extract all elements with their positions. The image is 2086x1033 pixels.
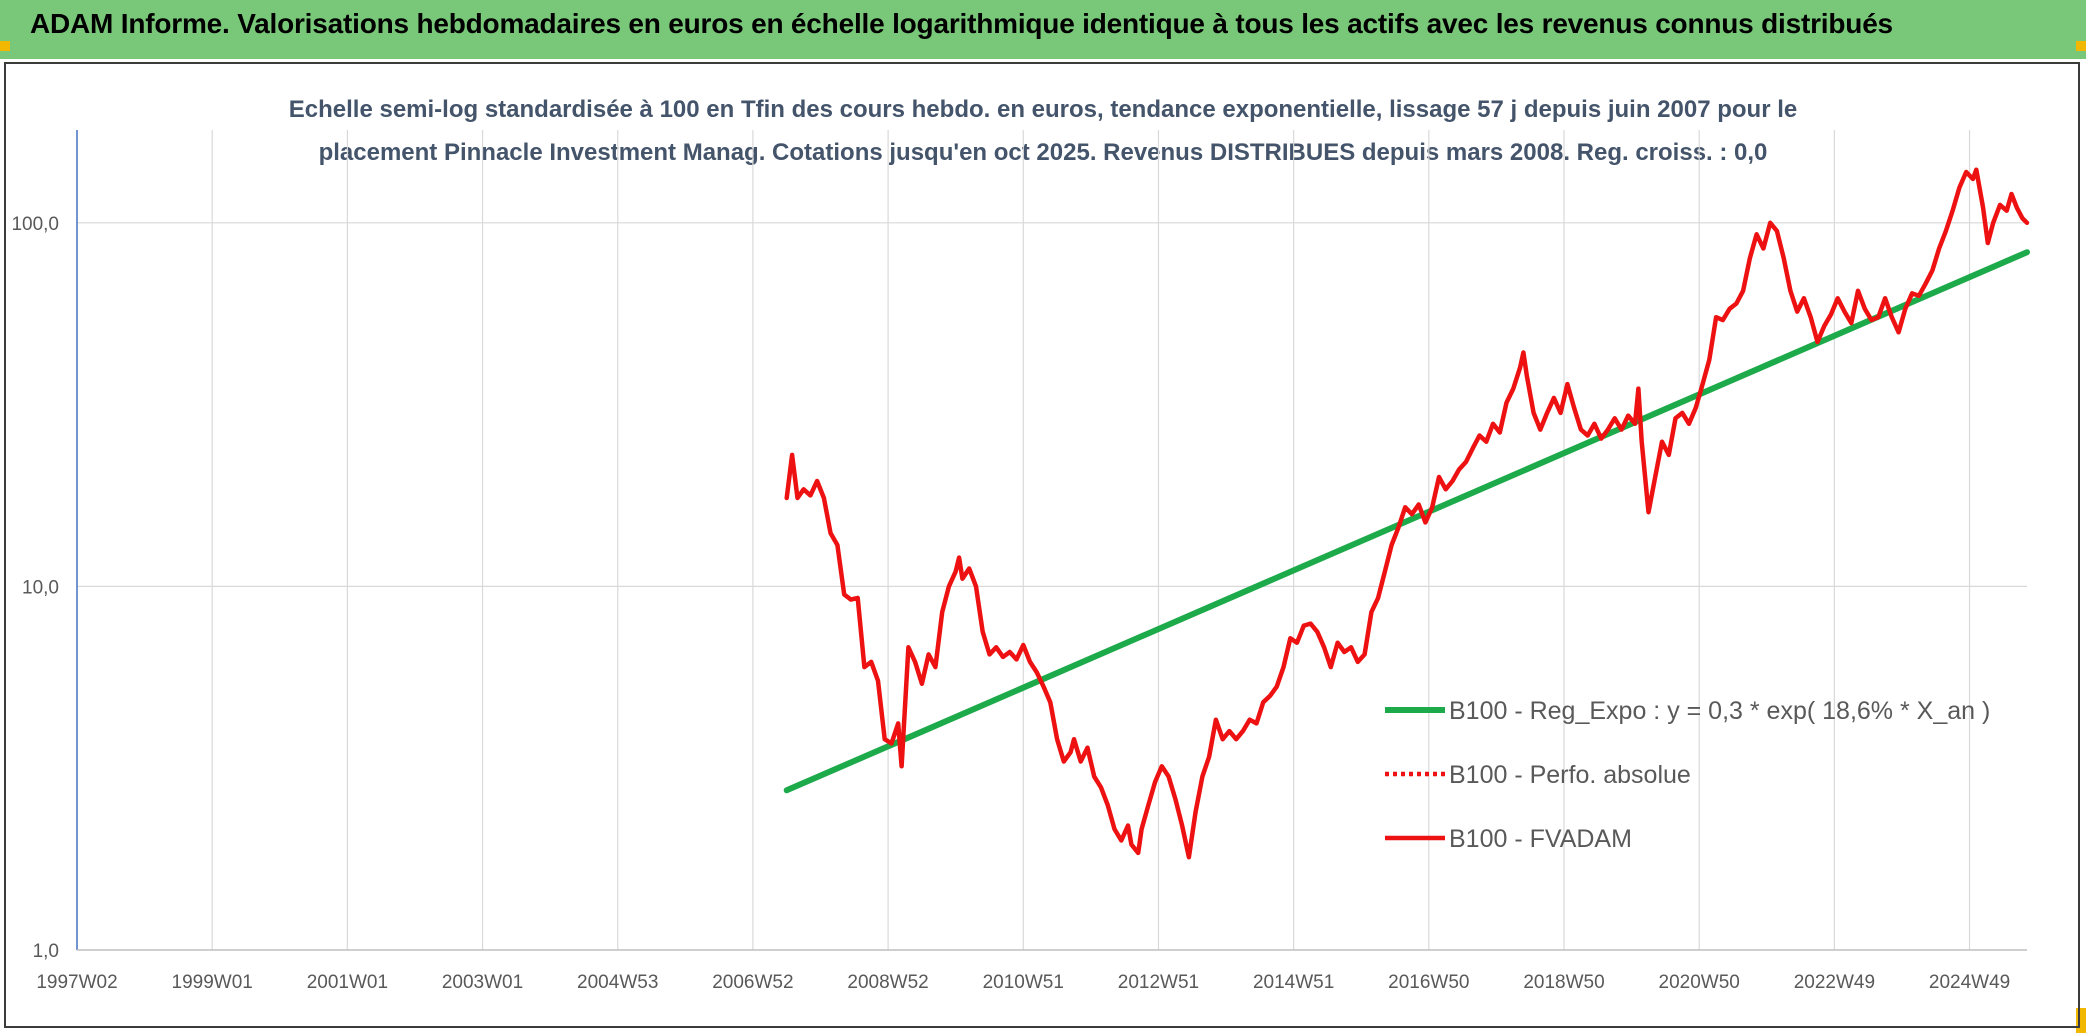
x-tick-label: 2020W50 xyxy=(1659,972,1740,993)
x-tick-label: 2001W01 xyxy=(307,972,388,993)
x-tick-label: 1999W01 xyxy=(172,972,253,993)
corner-marker-top-left xyxy=(0,41,10,51)
report-header-bar: ADAM Informe. Valorisations hebdomadaire… xyxy=(0,0,2086,59)
series-layer xyxy=(783,167,2030,860)
chart-title: Echelle semi-log standardisée à 100 en T… xyxy=(0,88,2086,174)
grid-layer xyxy=(77,130,2027,950)
x-tick-label: 2022W49 xyxy=(1794,972,1875,993)
y-tick-label: 1,0 xyxy=(33,941,59,962)
legend-label: B100 - Reg_Expo : y = 0,3 * exp( 18,6% *… xyxy=(1449,697,1990,725)
chart-title-line-1: Echelle semi-log standardisée à 100 en T… xyxy=(288,96,1798,123)
x-tick-label: 2010W51 xyxy=(983,972,1064,993)
y-tick-label: 10,0 xyxy=(22,577,59,598)
legend-label: B100 - FVADAM xyxy=(1449,825,1632,853)
x-tick-label: 2006W52 xyxy=(712,972,793,993)
chart-frame xyxy=(4,62,2080,1028)
fvadam-line xyxy=(784,167,2030,860)
chart-title-line-2: placement Pinnacle Investment Manag. Cot… xyxy=(318,139,1768,166)
trend-line xyxy=(783,249,2030,794)
x-tick-label: 2018W50 xyxy=(1523,972,1604,993)
x-tick-label: 2012W51 xyxy=(1118,972,1199,993)
corner-marker-top-right xyxy=(2076,41,2086,51)
legend-label: B100 - Perfo. absolue xyxy=(1449,761,1691,789)
x-tick-label: 2004W53 xyxy=(577,972,658,993)
x-tick-label: 1997W02 xyxy=(36,972,117,993)
x-tick-label: 2014W51 xyxy=(1253,972,1334,993)
legend: B100 - Reg_Expo : y = 0,3 * exp( 18,6% *… xyxy=(1385,697,1990,853)
y-tick-label: 100,0 xyxy=(11,214,59,235)
x-tick-label: 2016W50 xyxy=(1388,972,1469,993)
x-tick-label: 2003W01 xyxy=(442,972,523,993)
x-tick-label: 2008W52 xyxy=(847,972,928,993)
axis-layer: 1997W02 1999W01 2001W01 2003W01 2004W53 2006W… xyxy=(11,130,2027,993)
x-tick-label: 2024W49 xyxy=(1929,972,2010,993)
report-title: ADAM Informe. Valorisations hebdomadaire… xyxy=(30,8,1893,39)
corner-marker-bottom-right xyxy=(2076,1008,2086,1033)
